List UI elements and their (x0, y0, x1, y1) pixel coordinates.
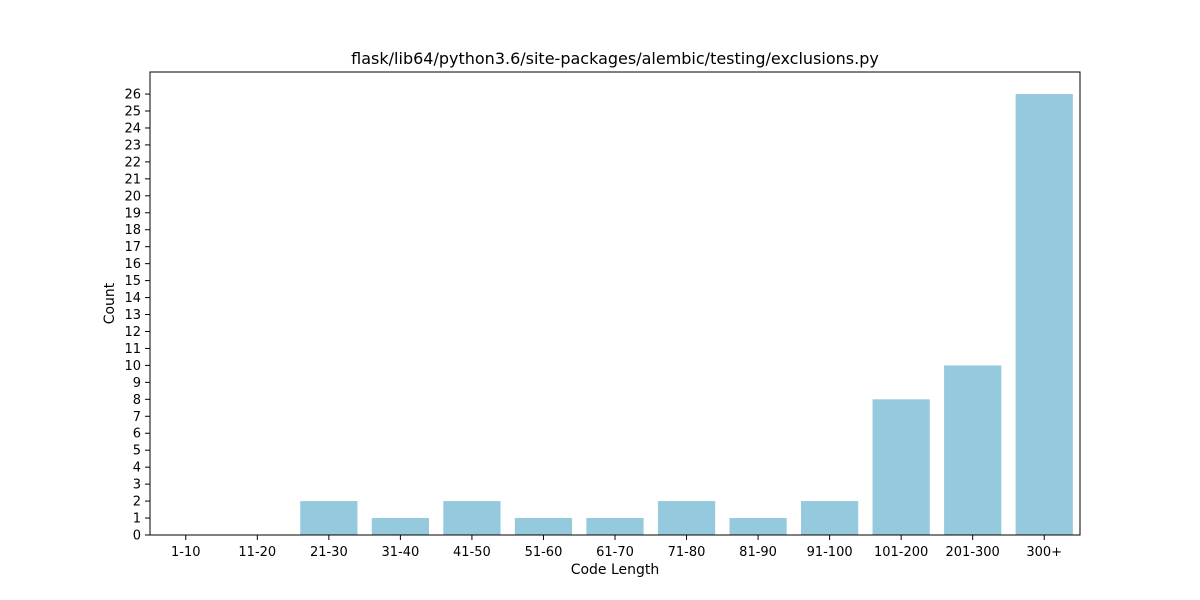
x-tick-label: 61-70 (596, 545, 634, 560)
y-tick-label: 11 (124, 342, 141, 357)
y-tick-label: 4 (133, 461, 141, 476)
y-tick-label: 18 (124, 223, 141, 238)
bar-101-200 (872, 399, 930, 535)
bar-91-100 (801, 501, 859, 535)
x-tick-label: 31-40 (381, 545, 419, 560)
y-tick-label: 21 (124, 172, 141, 187)
x-tick-label: 201-300 (946, 545, 1000, 560)
y-tick-label: 1 (133, 512, 141, 527)
x-tick-label: 41-50 (453, 545, 491, 560)
y-tick-label: 22 (124, 155, 141, 170)
x-axis-ticks: 1-10 11-20 21-30 31-40 41-50 51-60 61-70 71-80 8… (171, 535, 1062, 560)
bar-71-80 (657, 501, 716, 535)
y-tick-label: 20 (124, 189, 141, 204)
x-tick-label: 91-100 (807, 545, 853, 560)
y-tick-label: 7 (133, 410, 141, 425)
y-tick-label: 25 (124, 105, 141, 120)
y-tick-label: 15 (124, 274, 141, 289)
bar-61-70 (586, 518, 644, 535)
y-tick-label: 26 (124, 88, 141, 103)
x-tick-label: 300+ (1026, 545, 1062, 560)
x-tick-label: 1-10 (171, 545, 201, 560)
y-tick-label: 17 (124, 240, 141, 255)
x-tick-label: 71-80 (668, 545, 706, 560)
bar-81-90 (729, 518, 787, 535)
x-tick-label: 21-30 (310, 545, 348, 560)
y-axis-ticks: 0123456789101112131415161718192021222324… (124, 88, 150, 544)
x-tick-label: 81-90 (739, 545, 777, 560)
bar-201-300 (944, 365, 1002, 535)
y-tick-label: 3 (133, 478, 141, 493)
x-tick-label: 11-20 (238, 545, 276, 560)
y-tick-label: 23 (124, 138, 141, 153)
y-tick-label: 10 (124, 359, 141, 374)
y-tick-label: 6 (133, 427, 141, 442)
bar-300+ (1015, 94, 1073, 536)
y-tick-label: 16 (124, 257, 141, 272)
y-tick-label: 12 (124, 325, 141, 340)
y-tick-label: 9 (133, 376, 141, 391)
x-tick-label: 101-200 (874, 545, 928, 560)
chart-title: flask/lib64/python3.6/site-packages/alem… (351, 49, 879, 68)
bar-51-60 (514, 518, 573, 535)
x-tick-label: 51-60 (525, 545, 563, 560)
bars (300, 94, 1073, 536)
y-tick-label: 13 (124, 308, 141, 323)
y-tick-label: 24 (124, 121, 141, 136)
bar-21-30 (300, 501, 358, 535)
bar-41-50 (443, 501, 501, 535)
y-tick-label: 2 (133, 495, 141, 510)
y-axis-label: Count (102, 282, 118, 324)
plot-frame (149, 71, 1081, 536)
y-tick-label: 8 (133, 393, 141, 408)
y-tick-label: 19 (124, 206, 141, 221)
bar-31-40 (371, 518, 429, 535)
y-tick-label: 0 (133, 529, 141, 544)
x-axis-label: Code Length (571, 562, 660, 578)
y-tick-label: 5 (133, 444, 141, 459)
y-tick-label: 14 (124, 291, 141, 306)
